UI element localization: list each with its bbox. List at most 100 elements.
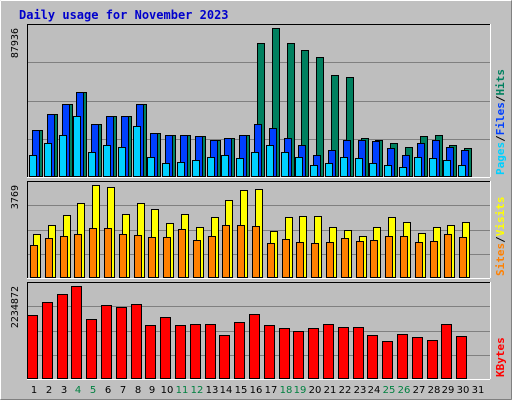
bar-pages-day-25 — [384, 165, 392, 177]
bar-kbytes-day-26 — [397, 334, 408, 379]
legend-kbytes: KBytes — [494, 337, 507, 377]
legend-hits-files-pages: Pages/Files/Hits — [494, 69, 507, 175]
bar-pages-day-22 — [340, 157, 348, 177]
bar-kbytes-day-5 — [86, 319, 97, 379]
panel-visits-sites: 3769 Sites/Visits — [10, 181, 507, 279]
bar-kbytes-day-29 — [441, 324, 452, 379]
legend-item-hits: Hits — [494, 69, 507, 96]
bar-pages-day-30 — [458, 165, 466, 177]
bar-pages-day-20 — [310, 165, 318, 177]
bar-pages-day-9 — [147, 157, 155, 177]
bar-pages-day-28 — [429, 158, 437, 177]
chart-title: Daily usage for November 2023 — [19, 8, 229, 22]
bar-kbytes-day-24 — [367, 335, 378, 379]
x-tick-label-12: 12 — [191, 385, 204, 396]
bar-kbytes-day-4 — [71, 286, 82, 379]
bar-sites-day-7 — [119, 234, 127, 278]
bar-kbytes-day-14 — [219, 335, 230, 379]
bar-pages-day-29 — [443, 160, 451, 177]
x-tick-label-14: 14 — [220, 385, 233, 396]
bar-pages-day-4 — [73, 116, 81, 177]
x-tick-label-20: 20 — [309, 385, 322, 396]
bar-sites-day-22 — [341, 238, 349, 278]
x-tick-label-16: 16 — [250, 385, 263, 396]
x-tick-label-23: 23 — [354, 385, 367, 396]
bar-kbytes-day-25 — [382, 341, 393, 379]
legend-visits-sites: Sites/Visits — [494, 197, 507, 277]
legend-separator: / — [494, 135, 507, 142]
bar-sites-day-8 — [134, 235, 142, 278]
x-tick-label-7: 7 — [120, 385, 126, 396]
bar-kbytes-day-7 — [116, 307, 127, 379]
bar-sites-day-11 — [178, 229, 186, 278]
bar-pages-day-11 — [177, 162, 185, 177]
legend-item-visits: Visits — [494, 197, 507, 237]
bar-sites-day-25 — [385, 236, 393, 278]
bar-kbytes-day-3 — [57, 294, 68, 379]
x-tick-label-19: 19 — [294, 385, 307, 396]
bar-sites-day-21 — [326, 242, 334, 278]
x-tick-label-13: 13 — [206, 385, 219, 396]
bar-kbytes-day-10 — [160, 317, 171, 379]
legend-item-pages: Pages — [494, 142, 507, 175]
bar-sites-day-28 — [430, 241, 438, 278]
bar-sites-day-23 — [356, 241, 364, 278]
bar-sites-day-5 — [89, 228, 97, 278]
bar-kbytes-day-13 — [205, 324, 216, 379]
x-tick-label-30: 30 — [457, 385, 470, 396]
panel-kbytes: 2234872 KBytes — [10, 282, 507, 380]
x-tick-label-3: 3 — [61, 385, 67, 396]
bar-kbytes-day-23 — [353, 327, 364, 379]
x-tick-label-10: 10 — [161, 385, 174, 396]
x-tick-label-9: 9 — [149, 385, 155, 396]
bar-sites-day-29 — [444, 234, 452, 278]
bar-sites-day-2 — [45, 238, 53, 278]
x-tick-label-29: 29 — [442, 385, 455, 396]
bar-kbytes-day-27 — [412, 337, 423, 379]
x-tick-label-11: 11 — [176, 385, 189, 396]
bar-pages-day-21 — [325, 163, 333, 177]
y-max-label: 87936 — [10, 28, 21, 58]
bar-sites-day-17 — [267, 243, 275, 278]
x-tick-label-21: 21 — [324, 385, 337, 396]
legend-item-files: Files — [494, 102, 507, 135]
bar-sites-day-15 — [237, 225, 245, 278]
bar-pages-day-2 — [44, 143, 52, 177]
bar-kbytes-day-28 — [427, 340, 438, 379]
bar-sites-day-24 — [370, 240, 378, 278]
bar-pages-day-13 — [207, 157, 215, 177]
bar-sites-day-26 — [400, 236, 408, 278]
bar-kbytes-day-18 — [279, 328, 290, 379]
bar-pages-day-17 — [266, 145, 274, 177]
bar-pages-day-16 — [251, 152, 259, 177]
x-tick-label-4: 4 — [75, 385, 81, 396]
bar-pages-day-18 — [281, 152, 289, 177]
bar-kbytes-day-9 — [145, 325, 156, 379]
x-tick-label-31: 31 — [472, 385, 485, 396]
x-tick-label-24: 24 — [368, 385, 381, 396]
x-tick-label-28: 28 — [428, 385, 441, 396]
x-axis-labels: 1 2 3 4 5 6 7 8 9 10 11 12 13 14 15 16 17 18 19 20 21 22 23 24 2… — [31, 385, 485, 396]
bar-kbytes-day-19 — [293, 331, 304, 379]
bar-sites-day-3 — [60, 236, 68, 278]
bar-kbytes-day-11 — [175, 325, 186, 379]
x-tick-label-2: 2 — [46, 385, 52, 396]
bar-sites-day-10 — [163, 237, 171, 278]
x-tick-label-8: 8 — [135, 385, 141, 396]
x-tick-label-25: 25 — [383, 385, 396, 396]
x-tick-label-22: 22 — [339, 385, 352, 396]
bar-kbytes-day-22 — [338, 327, 349, 379]
bar-pages-day-7 — [118, 147, 126, 177]
bar-pages-day-12 — [192, 160, 200, 177]
bar-kbytes-day-16 — [249, 314, 260, 379]
bar-sites-day-13 — [208, 236, 216, 278]
bar-sites-day-12 — [193, 240, 201, 278]
bar-sites-day-9 — [148, 237, 156, 278]
y-max-label: 3769 — [10, 185, 21, 209]
legend-separator: / — [494, 236, 507, 243]
bar-sites-day-6 — [104, 228, 112, 278]
bar-kbytes-day-12 — [190, 324, 201, 379]
bar-kbytes-day-17 — [264, 325, 275, 379]
